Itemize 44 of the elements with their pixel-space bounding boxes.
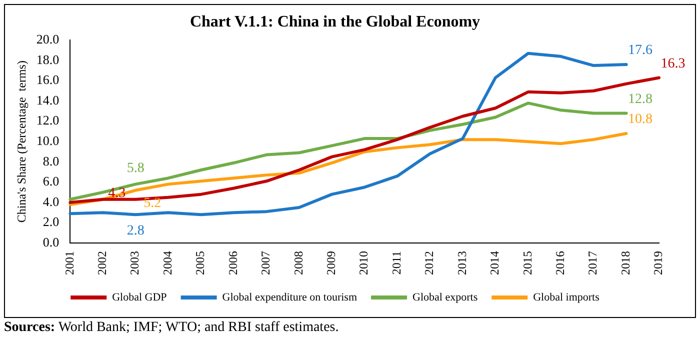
y-tick-label: 14.0 [36, 92, 60, 108]
y-tick-label: 16.0 [36, 72, 60, 88]
x-tick-label: 2008 [291, 251, 306, 275]
x-tick-label: 2003 [128, 251, 142, 275]
x-tick-label: 2009 [324, 251, 338, 275]
annotation: 17.6 [628, 43, 653, 58]
y-tick-label: 4.0 [42, 194, 60, 209]
x-tick-label: 2001 [62, 251, 76, 275]
x-tick-label: 2014 [488, 251, 502, 275]
y-tick-label: 8.0 [42, 153, 60, 168]
x-tick-label: 2019 [651, 251, 666, 275]
annotation: 5.2 [144, 196, 162, 211]
annotation: 12.8 [628, 92, 653, 107]
annotation: 10.8 [628, 112, 653, 128]
annotation: 16.3 [660, 56, 686, 72]
y-tick-label: 12.0 [36, 112, 60, 128]
y-tick-label: 18.0 [36, 52, 60, 67]
annotation: 5.8 [126, 160, 144, 176]
x-tick-label: 2002 [95, 251, 110, 275]
legend-label: Global imports [533, 291, 600, 304]
y-tick-label: 20.0 [36, 32, 60, 47]
annotation: 2.8 [126, 223, 144, 238]
x-tick-label: 2015 [520, 251, 534, 275]
x-tick-label: 2005 [193, 251, 208, 275]
x-tick-label: 2004 [160, 251, 174, 275]
y-tick-label: 6.0 [42, 174, 60, 189]
x-tick-label: 2011 [389, 251, 404, 275]
x-tick-label: 2017 [586, 251, 600, 275]
x-tick-label: 2007 [258, 251, 273, 275]
y-tick-label: 2.0 [42, 214, 60, 230]
x-tick-label: 2012 [422, 251, 436, 275]
source-note: Sources: World Bank; IMF; WTO; and RBI staff estimates. [4, 320, 339, 336]
legend-label: Global exports [412, 291, 478, 304]
x-tick-label: 2010 [356, 251, 371, 275]
x-tick-label: 2018 [618, 251, 632, 275]
x-tick-label: 2013 [454, 251, 469, 275]
y-tick-label: 0.0 [42, 234, 60, 250]
chart-title: Chart V.1.1: China in the Global Economy [190, 14, 480, 31]
x-tick-label: 2006 [226, 251, 240, 275]
legend-label: Global expenditure on tourism [222, 291, 358, 304]
x-tick-label: 2016 [553, 251, 568, 275]
y-tick-label: 10.0 [36, 133, 60, 148]
y-axis-title: China's Share (Percentage terms) [14, 60, 28, 223]
legend-label: Global GDP [112, 291, 167, 304]
